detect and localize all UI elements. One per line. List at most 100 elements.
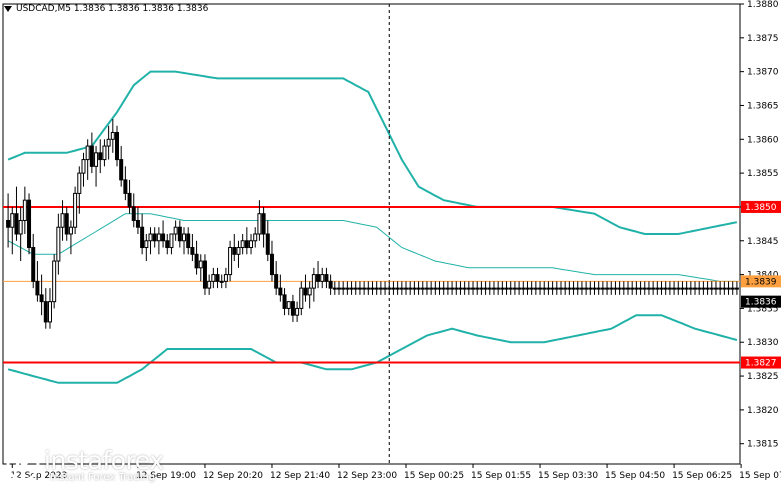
time-tick-label: 15 Sep 07:55 <box>739 471 781 481</box>
candle-body <box>525 287 530 290</box>
candle-body <box>94 152 99 167</box>
candle-body <box>697 287 702 290</box>
candle-body <box>454 287 459 290</box>
candle-body <box>316 274 321 282</box>
candle-body <box>554 287 559 290</box>
level-label-1-3850: 1.3850 <box>745 203 777 213</box>
candle-body <box>320 274 325 282</box>
candle-body <box>684 287 689 290</box>
candle-body <box>479 287 484 290</box>
candle-body <box>328 280 333 289</box>
candle-body <box>445 287 450 290</box>
candle-body <box>575 287 580 290</box>
candle-body <box>500 287 505 290</box>
candle-body <box>487 287 492 290</box>
candle-body <box>182 233 187 242</box>
candle-body <box>378 287 383 290</box>
candle-body <box>223 274 228 282</box>
horizontal-levels <box>3 4 740 464</box>
candle-body <box>43 301 48 323</box>
candle-body <box>349 287 354 290</box>
time-tick-label: 15 Sep 01:55 <box>471 471 531 481</box>
candle-body <box>190 247 195 255</box>
candle-body <box>726 287 731 290</box>
candle-body <box>186 233 191 249</box>
candle-body <box>366 287 371 290</box>
candle-body <box>60 213 65 228</box>
candle-body <box>198 260 203 269</box>
candle-body <box>135 219 140 228</box>
candle-body <box>722 287 727 290</box>
candle-body <box>701 287 706 290</box>
price-tick-label: 1.3820 <box>747 406 779 416</box>
candle-body <box>282 294 287 309</box>
candle-body <box>693 287 698 290</box>
candle-body <box>471 287 476 290</box>
dropdown-triangle-icon[interactable] <box>4 6 12 12</box>
candle-body <box>341 287 346 290</box>
candle-body <box>734 287 739 290</box>
candle-body <box>47 301 52 323</box>
symbol-header: USDCAD,M5 1.3836 1.3836 1.3836 1.3836 <box>4 4 208 14</box>
candle-body <box>655 287 660 290</box>
price-axis: 1.3880 1.3875 1.3870 1.3865 1.3860 1.3855 1.38… <box>740 0 781 450</box>
price-tick-label: 1.3855 <box>747 169 779 179</box>
candle-body <box>600 287 605 290</box>
candle-body <box>140 226 145 249</box>
candle-body <box>249 240 254 249</box>
candle-body <box>663 287 668 290</box>
upper-band-line <box>7 70 738 235</box>
bid-price-label-bg <box>741 295 781 308</box>
candle-body <box>299 287 304 309</box>
candle-body <box>131 206 136 221</box>
candle-body <box>27 199 32 249</box>
time-tick-label: 15 Sep 04:50 <box>605 471 665 481</box>
candle-body <box>303 287 308 296</box>
candle-body <box>89 145 94 167</box>
candle-body <box>424 287 429 290</box>
candle-body <box>114 132 119 161</box>
candle-body <box>110 132 115 140</box>
candle-body <box>533 287 538 290</box>
candle-body <box>672 287 677 290</box>
candle-body <box>169 233 174 249</box>
candle-body <box>404 287 409 290</box>
candles <box>6 119 739 329</box>
candle-body <box>491 287 496 290</box>
candle-body <box>261 213 266 235</box>
candle-body <box>651 287 656 290</box>
candle-body <box>642 287 647 290</box>
candle-body <box>85 145 90 161</box>
candle-body <box>483 287 488 290</box>
candle-body <box>31 247 36 282</box>
candle-body <box>73 192 78 228</box>
price-tick-label: 1.3830 <box>747 338 779 348</box>
candle-body <box>688 287 693 290</box>
candle-body <box>253 233 258 242</box>
candle-body <box>496 287 501 290</box>
level-label-1-3850-bg <box>741 200 781 213</box>
price-tick-label: 1.3870 <box>747 68 779 78</box>
candle-body <box>215 274 220 282</box>
candle-body <box>680 287 685 290</box>
candle-body <box>571 287 576 290</box>
candle-body <box>558 287 563 290</box>
candle-body <box>194 253 199 269</box>
candle-body <box>605 287 610 290</box>
candle-body <box>10 213 15 228</box>
candle-body <box>542 287 547 290</box>
candle-body <box>236 247 241 255</box>
candle-body <box>177 226 182 242</box>
candle-body <box>52 260 57 303</box>
candle-body <box>646 287 651 290</box>
candle-body <box>156 233 161 242</box>
time-tick-label: 15 Sep 03:30 <box>538 471 598 481</box>
candle-body <box>420 287 425 290</box>
candle-body <box>106 138 111 147</box>
candle-body <box>718 287 723 290</box>
price-line-label: 1.3839 <box>745 277 777 287</box>
candle-body <box>269 253 274 276</box>
candle-body <box>730 287 735 290</box>
